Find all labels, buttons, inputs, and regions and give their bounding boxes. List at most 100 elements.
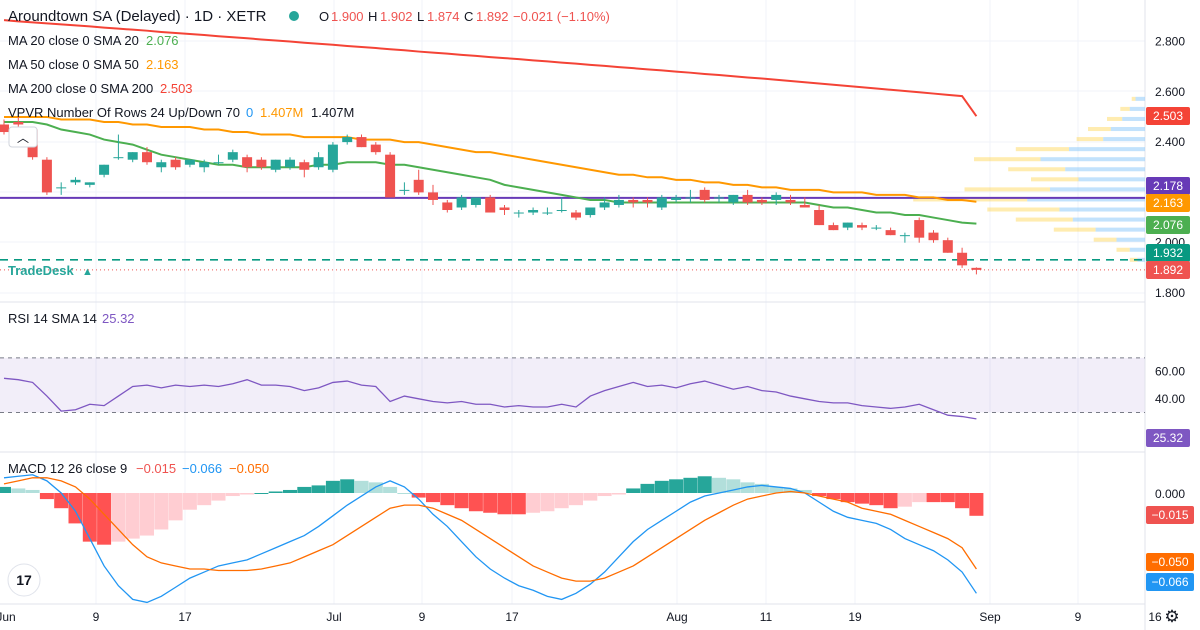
rsi-line[interactable] [3,377,977,420]
candle[interactable] [699,189,710,200]
moving-averages[interactable] [3,19,978,225]
candle[interactable] [685,197,696,199]
candle[interactable] [756,199,767,203]
time-axis[interactable]: Jun 9 17 Jul 9 17 Aug 11 19 Sep 9 16 [0,610,1162,624]
macd-histogram-bar [611,493,626,495]
candle[interactable] [0,124,9,133]
candle[interactable] [571,212,581,218]
candle[interactable] [728,194,739,203]
candle[interactable] [399,189,410,191]
candle[interactable] [742,194,753,203]
price-axis[interactable]: 2.8002.6002.4002.2002.0001.8002.5032.178… [1146,35,1194,592]
candle[interactable] [385,154,396,198]
candle[interactable] [170,159,181,168]
candle[interactable] [70,179,81,183]
time-tick-label: 11 [760,610,773,624]
candle[interactable] [799,204,810,208]
candle[interactable] [213,162,224,164]
candle[interactable] [199,162,210,168]
volume-profile[interactable] [913,96,1145,262]
candle[interactable] [885,230,896,236]
macd-pane[interactable] [0,474,984,604]
ma50-line[interactable] [4,115,977,203]
candle[interactable] [56,187,67,189]
candle[interactable] [671,197,682,200]
candle[interactable] [871,227,882,229]
candle[interactable] [599,202,610,208]
ma200-legend-label[interactable]: MA 200 close 0 SMA 200 [8,81,153,96]
candle[interactable] [313,157,324,168]
market-status-icon[interactable] [289,11,299,21]
candle[interactable] [656,197,667,208]
candle[interactable] [470,197,481,205]
candle[interactable] [184,159,195,165]
collapse-legend-button[interactable] [8,126,38,148]
vpvr-down-bar [913,197,1028,202]
candle[interactable] [285,159,295,168]
candle[interactable] [442,202,453,211]
candle[interactable] [714,197,724,199]
candle[interactable] [256,159,267,168]
candle[interactable] [113,157,124,159]
macd-histogram-bar [454,493,469,509]
candle[interactable] [814,210,825,226]
macd-histogram-bar [54,493,69,509]
ma20-legend-label[interactable]: MA 20 close 0 SMA 20 [8,33,139,48]
candle[interactable] [899,235,910,237]
candle[interactable] [41,159,52,193]
candle[interactable] [628,199,639,203]
candle[interactable] [842,222,853,228]
candle[interactable] [99,164,110,175]
gear-icon[interactable]: ⚙ [1164,607,1179,626]
candle[interactable] [142,152,152,163]
candle[interactable] [942,240,953,253]
vpvr-down-bar [1053,227,1096,232]
vpvr-legend-label[interactable]: VPVR Number Of Rows 24 Up/Down 70 [8,105,240,120]
macd-histogram-bar [540,493,555,512]
candle[interactable] [356,137,367,148]
candle[interactable] [485,197,496,213]
candle[interactable] [327,144,338,170]
candle[interactable] [156,162,167,168]
candle[interactable] [413,179,424,193]
candle[interactable] [513,212,524,214]
candle[interactable] [957,252,968,266]
candle[interactable] [613,199,624,205]
candle[interactable] [456,197,467,208]
candle[interactable] [370,144,381,153]
candle[interactable] [342,137,353,143]
candle[interactable] [270,159,281,170]
rsi-legend-label[interactable]: RSI 14 SMA 14 [8,311,97,326]
candle[interactable] [499,207,510,211]
candle[interactable] [914,220,925,238]
candle[interactable] [84,182,95,185]
ma50-legend-label[interactable]: MA 50 close 0 SMA 50 [8,57,139,72]
candle[interactable] [242,157,253,168]
candle[interactable] [227,152,238,160]
candle[interactable] [556,210,567,212]
candle[interactable] [857,225,867,228]
macd-line[interactable] [3,474,977,604]
candle[interactable] [642,199,653,203]
price-tag [1146,244,1190,262]
ma200-line[interactable] [3,19,978,117]
tradingview-logo[interactable]: 17 [7,563,41,597]
candle[interactable] [928,232,939,241]
symbol-title[interactable]: Aroundtown SA (Delayed) · 1D · XETR [8,8,267,25]
candle[interactable] [828,225,839,231]
candle[interactable] [428,192,438,200]
candle[interactable] [585,207,596,216]
candle[interactable] [299,162,310,170]
ma20-line[interactable] [4,120,977,225]
candles[interactable] [0,116,982,275]
candle[interactable] [127,152,138,160]
macd-legend-label[interactable]: MACD 12 26 close 9 [8,461,127,476]
candle[interactable] [13,121,24,125]
candle[interactable] [785,199,796,203]
candle[interactable] [528,210,539,213]
rsi-pane[interactable] [0,357,1145,420]
candle[interactable] [542,212,553,214]
candle[interactable] [971,267,982,270]
candle[interactable] [771,194,782,200]
signal-line[interactable] [3,477,977,582]
